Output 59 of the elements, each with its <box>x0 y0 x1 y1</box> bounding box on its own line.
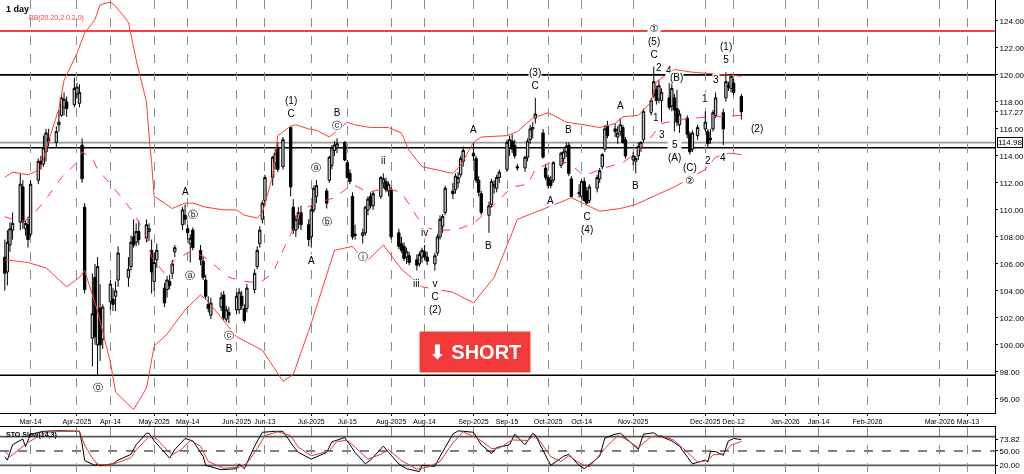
y-tick-label: 112.00 <box>999 178 1024 188</box>
y-tick-label: 100.00 <box>999 340 1024 350</box>
y-tick-label: 116.00 <box>999 124 1024 134</box>
annotation: (3) C <box>529 67 542 91</box>
annotation: A <box>617 100 624 111</box>
annotation: ⓘ <box>358 251 368 262</box>
annotation: ① (5) C <box>648 23 661 60</box>
annotation: iii <box>413 278 420 289</box>
annotation: B ⓒ <box>332 107 342 131</box>
y-tick-label: 73.82 <box>999 435 1021 445</box>
text: 1 day <box>6 4 30 14</box>
ref-line-label: 114.98 <box>998 138 1023 147</box>
annotation: A <box>308 255 315 266</box>
annotation: 1 <box>653 112 659 123</box>
annotation: B <box>565 124 572 135</box>
annotation: 3 <box>659 129 665 140</box>
y-tick-label: 120.00 <box>999 70 1024 80</box>
annotation: 2 <box>705 155 711 166</box>
y-tick-label: 96.00 <box>999 394 1021 404</box>
annotation: (C) ② <box>683 162 697 186</box>
annotation: ⓪ <box>93 382 103 393</box>
annotation: A <box>547 195 554 206</box>
annotation: C (4) <box>581 211 594 235</box>
annotation: (B) <box>670 72 684 83</box>
annotation: 4 <box>720 152 726 163</box>
annotation: B <box>632 180 639 191</box>
y-tick-label: 122.00 <box>999 43 1024 53</box>
annotation: 1 <box>702 93 708 104</box>
y-tick-label: 124.00 <box>999 16 1024 26</box>
annotation: ⓒ B <box>224 330 234 354</box>
annotation: iv <box>421 227 429 238</box>
annotation: B <box>485 240 492 251</box>
y-tick-label: 106.00 <box>999 259 1024 269</box>
annotation: ⬇ SHORT <box>429 341 522 363</box>
annotation: 4 <box>666 65 672 76</box>
annotation: (2) <box>751 123 764 134</box>
y-tick-label: 98.00 <box>999 367 1021 377</box>
annotation: (1) C <box>285 95 298 119</box>
y-tick-label: 108.00 <box>999 232 1024 242</box>
annotation: ⓐ <box>185 270 195 281</box>
annotation: 5 (A) <box>668 139 682 163</box>
y-tick-label: 117.27 <box>999 107 1024 117</box>
annotation: A <box>182 186 189 197</box>
annotation: A <box>470 124 477 135</box>
annotation: 3 <box>713 74 719 85</box>
annotation: ⓑ <box>188 209 198 220</box>
y-tick-label: 104.00 <box>999 286 1024 296</box>
y-tick-label: 110.00 <box>999 205 1024 215</box>
annotation: ii <box>381 155 386 166</box>
annotation: v C (2) <box>429 278 442 315</box>
annotation: ⓐ <box>311 162 321 173</box>
y-tick-label: 102.00 <box>999 313 1024 323</box>
annotation: ⓑ <box>322 216 332 227</box>
y-tick-label: 50.00 <box>999 446 1021 456</box>
annotation: (1) 5 <box>720 41 733 65</box>
annotation: 2 <box>656 62 662 73</box>
y-tick-label: 20.00 <box>999 461 1021 471</box>
y-tick-label: 118.00 <box>999 97 1024 107</box>
y-tick-label: 114.00 <box>999 151 1024 161</box>
